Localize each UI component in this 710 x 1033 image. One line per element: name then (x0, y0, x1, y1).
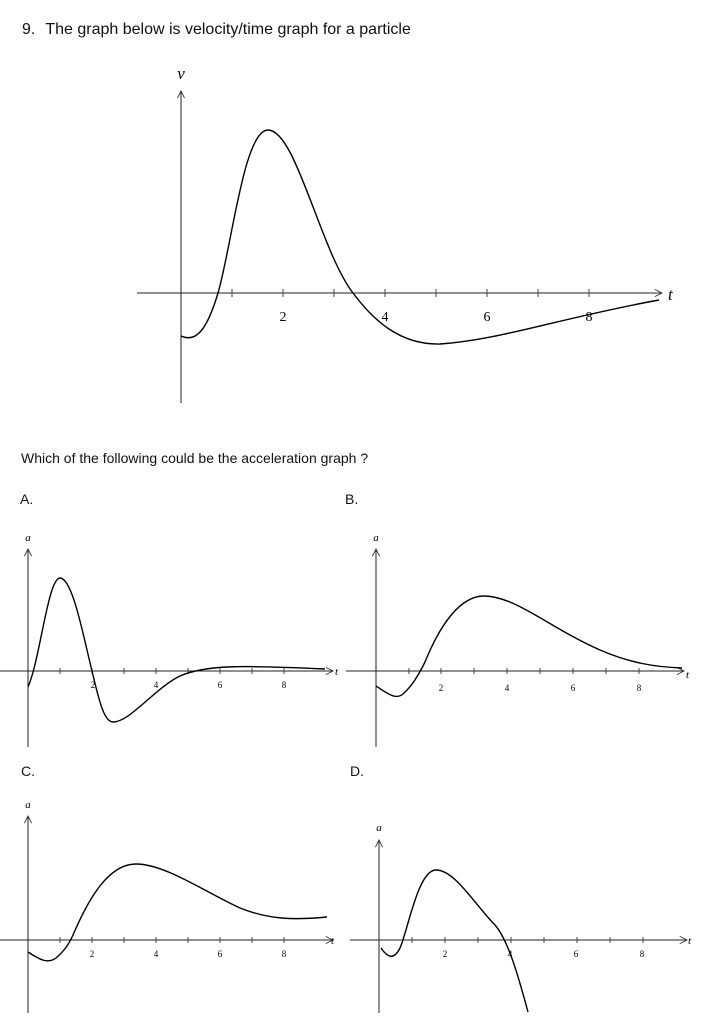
tick-label-8: 8 (282, 949, 287, 959)
tick-label-8: 8 (282, 680, 287, 690)
option-a-label[interactable]: A. (20, 491, 34, 507)
tick-label-2: 2 (443, 949, 448, 959)
option-d-label[interactable]: D. (350, 763, 364, 779)
option-c-curve (27, 863, 328, 962)
tick-label-6: 6 (484, 310, 491, 325)
t-axis-label: t (331, 935, 335, 947)
option-b-curve (375, 595, 683, 698)
option-c-graph[interactable]: 2 4 6 8 a t (0, 799, 335, 1013)
t-axis-label: t (688, 935, 692, 947)
tick-label-6: 6 (218, 949, 223, 959)
tick-label-8: 8 (637, 683, 642, 693)
prompt-text: Which of the following could be the acce… (21, 450, 369, 466)
option-d-ticks (411, 937, 644, 943)
option-b-ticks (408, 668, 640, 674)
tick-label-4: 4 (154, 680, 159, 690)
tick-label-2: 2 (91, 680, 96, 690)
v-axis-label: v (177, 64, 185, 83)
question-statement: The graph below is velocity/time graph f… (45, 21, 411, 38)
option-d-curve (380, 869, 529, 1013)
tick-label-4: 4 (154, 949, 159, 959)
tick-label-6: 6 (218, 680, 223, 690)
option-c-label[interactable]: C. (21, 763, 35, 779)
velocity-graph: 2 4 6 8 v t (137, 64, 674, 403)
tick-label-4: 4 (505, 683, 510, 693)
tick-label-6: 6 (571, 683, 576, 693)
tick-label-4: 4 (382, 310, 389, 325)
option-d-graph[interactable]: 2 4 6 8 a t (350, 822, 692, 1013)
a-axis-label: a (373, 532, 379, 544)
v-graph-ticks (231, 289, 590, 297)
tick-label-6: 6 (574, 949, 579, 959)
tick-label-2: 2 (439, 683, 444, 693)
option-a-curve (27, 577, 326, 723)
option-c-ticks (59, 937, 285, 943)
tick-label-2: 2 (90, 949, 95, 959)
option-a-graph[interactable]: 2 4 6 8 a t (0, 532, 339, 747)
question-number: 9. (22, 21, 36, 38)
velocity-curve (180, 129, 660, 345)
tick-label-8: 8 (640, 949, 645, 959)
question-text: 9. The graph below is velocity/time graph… (22, 21, 411, 39)
a-axis-label: a (25, 799, 31, 811)
tick-label-8: 8 (586, 310, 593, 325)
tick-label-2: 2 (280, 310, 287, 325)
a-axis-label: a (376, 822, 382, 834)
a-axis-label: a (25, 532, 31, 544)
option-b-graph[interactable]: 2 4 6 8 a t (346, 532, 690, 747)
t-axis-label: t (668, 285, 674, 304)
t-axis-label: t (686, 669, 690, 681)
option-b-label[interactable]: B. (345, 491, 359, 507)
t-axis-label: t (335, 666, 339, 678)
